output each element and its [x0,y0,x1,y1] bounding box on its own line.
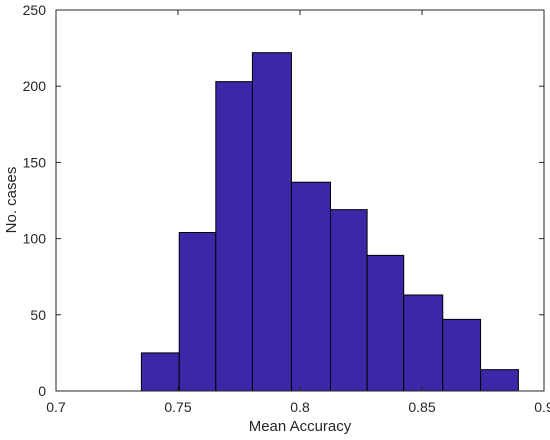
histogram-bar-1 [140,352,180,392]
histogram-bar-9 [442,318,482,392]
histogram-bar-4 [251,52,292,392]
x-ticks-group: 0.7 0.75 0.8 0.85 0.9 [46,10,550,415]
histogram-bar-6 [330,209,368,392]
histogram-bar-2 [178,232,217,392]
histogram-bar-3 [215,81,253,392]
bars-group [140,52,519,392]
histogram-bar-5 [290,181,331,392]
x-axis-label: Mean Accuracy [249,418,352,435]
y-ticks-group: 0 50 100 150 200 250 [23,2,544,399]
x-tick-label-1: 0.7 [46,399,66,415]
x-tick-label-5: 0.9 [534,399,550,415]
histogram-bar-8 [403,294,444,392]
x-tick-label-3: 0.8 [290,399,310,415]
y-tick-label-4: 150 [23,154,47,170]
y-tick-label-3: 100 [23,231,47,247]
y-tick-label-5: 200 [23,78,47,94]
histogram-bar-10 [480,369,519,392]
histogram-bar-7 [366,254,405,392]
y-axis-label: No. cases [3,167,20,234]
y-tick-label-1: 0 [38,383,46,399]
x-tick-label-4: 0.85 [408,399,435,415]
y-tick-label-2: 50 [30,307,46,323]
x-tick-label-2: 0.75 [164,399,191,415]
y-tick-label-6: 250 [23,2,47,18]
